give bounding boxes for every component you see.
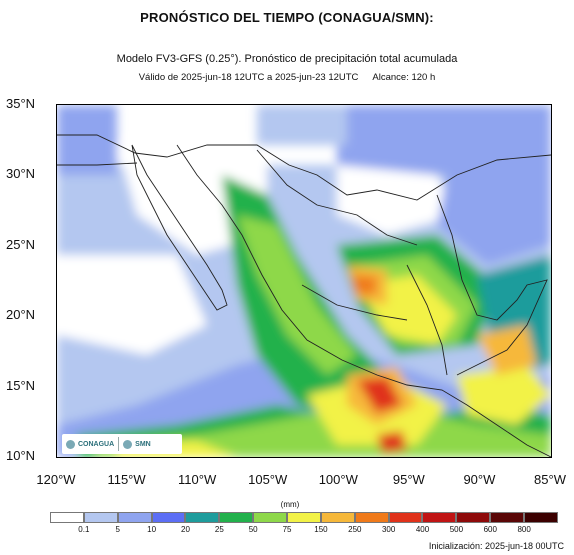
colorbar bbox=[50, 512, 558, 523]
lon-label-5: 95°W bbox=[392, 472, 425, 487]
colorbar-label-2: 10 bbox=[147, 525, 157, 534]
lon-label-7: 85°W bbox=[534, 472, 566, 487]
colorbar-label-12: 600 bbox=[483, 525, 497, 534]
colorbar-label-1: 5 bbox=[115, 525, 120, 534]
lat-label-3: 20°N bbox=[6, 307, 36, 323]
colorbar-swatch-10 bbox=[388, 512, 423, 523]
coastlines bbox=[57, 134, 551, 457]
precipitation-field bbox=[57, 105, 551, 457]
colorbar-swatch-13 bbox=[490, 512, 525, 523]
colorbar-swatch-2 bbox=[117, 512, 152, 523]
precipitation-map bbox=[56, 104, 552, 458]
colorbar-label-9: 300 bbox=[381, 525, 396, 534]
colorbar-swatch-8 bbox=[320, 512, 355, 523]
colorbar-swatch-9 bbox=[354, 512, 389, 523]
validity-line: Válido de 2025-jun-18 12UTC a 2025-jun-2… bbox=[0, 72, 574, 83]
colorbar-label-6: 75 bbox=[282, 525, 292, 534]
colorbar-label-8: 250 bbox=[348, 525, 362, 534]
colorbar-swatch-14 bbox=[524, 512, 558, 523]
lon-label-0: 120°W bbox=[36, 472, 76, 487]
agency-logos: CONAGUA SMN bbox=[62, 434, 182, 454]
lat-label-0: 35°N bbox=[6, 96, 36, 111]
logo-divider bbox=[118, 437, 120, 451]
colorbar-swatch-12 bbox=[456, 512, 491, 523]
lon-label-1: 115°W bbox=[107, 472, 146, 487]
lon-label-2: 110°W bbox=[178, 472, 217, 487]
colorbar-swatch-3 bbox=[151, 512, 186, 523]
colorbar-swatch-7 bbox=[287, 512, 321, 523]
lat-label-1: 30°N bbox=[6, 166, 36, 182]
colorbar-label-3: 20 bbox=[181, 525, 190, 534]
lat-label-5: 10°N bbox=[6, 448, 36, 463]
colorbar-units: (mm) bbox=[280, 500, 300, 509]
lat-label-2: 25°N bbox=[6, 236, 36, 252]
colorbar-label-4: 25 bbox=[214, 525, 224, 534]
colorbar-swatch-1 bbox=[83, 512, 118, 523]
lon-label-4: 100°W bbox=[318, 472, 358, 487]
main-title: PRONÓSTICO DEL TIEMPO (CONAGUA/SMN): bbox=[140, 10, 434, 25]
colorbar-label-13: 800 bbox=[517, 525, 531, 534]
colorbar-swatch-4 bbox=[185, 512, 220, 523]
lon-label-6: 90°W bbox=[463, 472, 496, 487]
colorbar-swatch-5 bbox=[219, 512, 254, 523]
subtitle: Modelo FV3-GFS (0.25°). Pronóstico de pr… bbox=[116, 53, 458, 65]
colorbar-swatch-0 bbox=[50, 512, 84, 523]
colorbar-label-11: 500 bbox=[449, 525, 464, 534]
smn-logo-text: SMN bbox=[135, 440, 151, 448]
colorbar-label-0: 0.1 bbox=[78, 525, 90, 534]
colorbar-swatch-6 bbox=[253, 512, 288, 523]
smn-logo-icon bbox=[123, 439, 133, 449]
forecast-range: Alcance: 120 h bbox=[372, 72, 436, 83]
colorbar-label-10: 400 bbox=[415, 525, 430, 534]
colorbar-swatch-11 bbox=[422, 512, 457, 523]
validity-period: Válido de 2025-jun-18 12UTC a 2025-jun-2… bbox=[138, 72, 359, 83]
lon-label-3: 105°W bbox=[248, 472, 288, 487]
colorbar-label-7: 150 bbox=[314, 525, 328, 534]
conagua-logo-icon bbox=[66, 439, 75, 449]
conagua-logo-text: CONAGUA bbox=[78, 440, 115, 448]
initialization-time: Inicialización: 2025-jun-18 00UTC bbox=[428, 541, 564, 551]
colorbar-label-5: 50 bbox=[248, 525, 258, 534]
lat-label-4: 15°N bbox=[6, 377, 36, 393]
